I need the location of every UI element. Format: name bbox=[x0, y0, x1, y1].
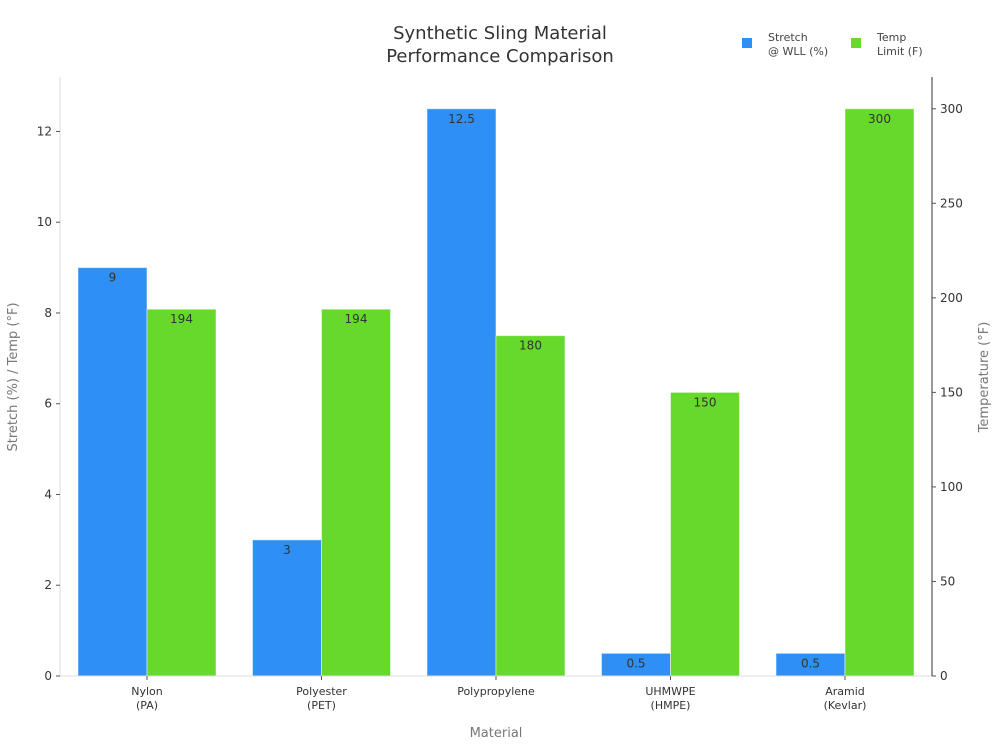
x-tick-label: (PA) bbox=[136, 699, 158, 712]
y2-tick-label: 150 bbox=[940, 385, 963, 399]
y2-axis-label: Temperature (°F) bbox=[977, 322, 992, 434]
chart-title-line: Performance Comparison bbox=[386, 46, 614, 67]
bar-temp bbox=[321, 308, 391, 677]
y-tick-label: 10 bbox=[37, 215, 52, 229]
legend-swatch bbox=[851, 38, 861, 48]
y-axis-label: Stretch (%) / Temp (°F) bbox=[6, 302, 21, 451]
data-label: 194 bbox=[345, 312, 368, 326]
bar-stretch bbox=[252, 539, 322, 677]
y-tick-label: 8 bbox=[44, 306, 52, 320]
y2-tick-label: 200 bbox=[940, 291, 963, 305]
bars: 9 194 3 194 12.5 180 0.5 150 0.5 300 bbox=[77, 108, 915, 677]
y-tick-label: 4 bbox=[44, 487, 52, 501]
legend-swatch bbox=[742, 38, 752, 48]
x-tick-label: Polyester bbox=[296, 685, 347, 698]
data-label: 300 bbox=[868, 112, 891, 126]
x-tick-label: (PET) bbox=[307, 699, 336, 712]
chart-title-line: Synthetic Sling Material bbox=[393, 23, 607, 44]
data-label: 0.5 bbox=[626, 656, 645, 670]
bar-temp bbox=[844, 108, 915, 677]
bar-temp bbox=[146, 308, 217, 677]
y2-tick-label: 300 bbox=[940, 102, 963, 116]
y2-tick-label: 100 bbox=[940, 480, 963, 494]
x-tick-label: Aramid bbox=[825, 685, 865, 698]
legend-label: Stretch bbox=[768, 31, 808, 44]
y2-tick-label: 250 bbox=[940, 196, 963, 210]
data-label: 9 bbox=[109, 271, 117, 285]
legend-label: Temp bbox=[876, 31, 906, 44]
data-label: 0.5 bbox=[801, 656, 820, 670]
data-label: 194 bbox=[170, 312, 193, 326]
x-tick-label: Polypropylene bbox=[457, 685, 535, 698]
legend-label: Limit (F) bbox=[877, 45, 923, 58]
y-tick-label: 2 bbox=[44, 578, 52, 592]
axes: 0 2 4 6 8 10 12 0 50 100 150 200 250 300 Nylon(PA) Poly… bbox=[37, 77, 963, 712]
y2-tick-label: 0 bbox=[940, 669, 948, 683]
y-tick-label: 0 bbox=[44, 669, 52, 683]
data-label: 3 bbox=[283, 543, 291, 557]
bar-stretch bbox=[77, 267, 148, 677]
y-tick-label: 12 bbox=[37, 124, 52, 138]
x-tick-label: (Kevlar) bbox=[824, 699, 867, 712]
data-label: 180 bbox=[519, 339, 542, 353]
data-label: 150 bbox=[694, 395, 717, 409]
x-tick-label: (HMPE) bbox=[651, 699, 691, 712]
x-tick-label: UHMWPE bbox=[645, 685, 695, 698]
y2-tick-label: 50 bbox=[940, 574, 955, 588]
y-tick-label: 6 bbox=[44, 397, 52, 411]
bar-stretch bbox=[426, 108, 497, 677]
x-tick-label: Nylon bbox=[131, 685, 163, 698]
bar-temp bbox=[670, 391, 740, 677]
legend-label: @ WLL (%) bbox=[768, 45, 828, 58]
bar-temp bbox=[495, 335, 566, 677]
data-label: 12.5 bbox=[448, 112, 475, 126]
x-axis-label: Material bbox=[470, 726, 523, 741]
